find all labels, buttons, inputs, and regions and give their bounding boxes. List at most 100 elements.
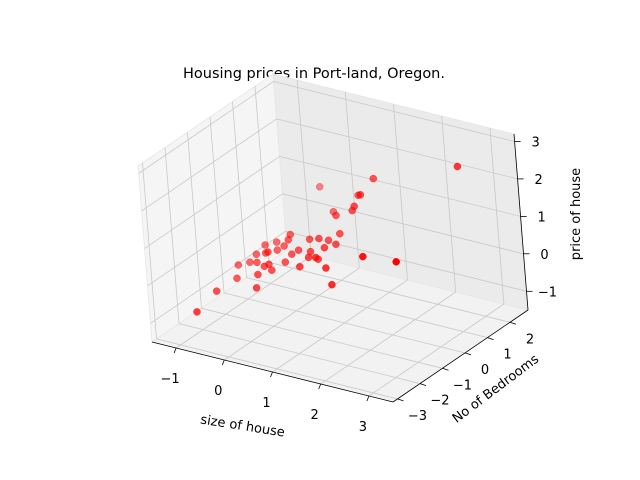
data-point <box>315 183 324 191</box>
data-point <box>246 258 254 266</box>
z-tick-label: 0 <box>540 248 548 263</box>
z-tick-label: 2 <box>534 173 542 188</box>
data-point <box>272 238 281 246</box>
data-point <box>284 236 293 244</box>
grid-lines <box>138 79 527 400</box>
data-point <box>328 280 336 289</box>
data-point <box>350 202 358 211</box>
x-tick-mark <box>318 383 322 390</box>
data-point <box>261 241 269 249</box>
data-point <box>264 248 272 256</box>
data-point <box>322 264 330 272</box>
data-point <box>332 240 340 249</box>
grid-line-y <box>209 116 225 293</box>
y-tick-mark <box>509 321 517 325</box>
grid-line-x <box>224 267 360 361</box>
data-point <box>280 242 288 250</box>
data-point <box>453 162 462 171</box>
y-tick-label: −2 <box>430 394 449 409</box>
data-point <box>359 252 367 261</box>
data-point <box>324 236 333 245</box>
y-axis-line <box>392 309 529 403</box>
data-point <box>315 234 323 243</box>
chart-title: Housing prices in Port-land, Oregon. <box>183 66 445 82</box>
grid-line-y <box>178 323 421 384</box>
grid-line-x <box>393 103 408 281</box>
x-axis-label: size of house <box>199 412 286 440</box>
grid-line-y <box>142 162 157 339</box>
y-tick-label: 2 <box>526 332 534 347</box>
data-point <box>288 250 296 258</box>
y-tick-label: −3 <box>408 409 427 424</box>
x-tick-mark <box>173 347 177 354</box>
grid-line-x <box>320 291 456 385</box>
grid-line-y <box>246 277 488 338</box>
y-tick-mark <box>442 367 449 371</box>
data-point <box>336 229 344 238</box>
data-point <box>304 253 313 262</box>
grid-line-x <box>489 127 505 305</box>
z-tick-label: 1 <box>537 210 545 225</box>
data-point <box>305 235 314 244</box>
y-tick-mark <box>464 352 472 356</box>
grid-line-y <box>156 338 398 400</box>
data-point <box>193 308 201 316</box>
grid-line-x <box>296 79 312 257</box>
grid-line-x <box>368 303 505 397</box>
data-point <box>273 246 282 254</box>
data-points <box>193 162 462 316</box>
data-point <box>281 258 290 266</box>
grid-line-z <box>138 81 274 174</box>
data-point <box>311 253 320 262</box>
z-axis-label: price of house <box>569 168 584 260</box>
data-point <box>253 258 261 267</box>
axis-lines <box>151 133 533 403</box>
grid-line-z <box>273 81 515 142</box>
data-point <box>252 250 261 259</box>
data-point <box>252 284 261 292</box>
y-tick-label: −1 <box>453 378 472 393</box>
data-point <box>332 211 340 220</box>
data-point <box>392 258 400 266</box>
data-point <box>369 174 378 183</box>
grid-line-y <box>254 86 270 263</box>
x-tick-mark <box>366 395 370 402</box>
x-tick-mark <box>221 359 225 366</box>
x-tick-label: 3 <box>359 420 367 435</box>
data-point <box>233 274 241 283</box>
data-point <box>320 243 329 252</box>
grid-line-y <box>201 307 443 369</box>
grid-line-x <box>441 115 457 293</box>
y-tick-label: 0 <box>481 363 489 378</box>
data-point <box>212 287 221 295</box>
x-tick-label: 1 <box>262 396 270 411</box>
grid-line-z <box>147 193 283 287</box>
data-point <box>268 266 276 274</box>
grid-line-z <box>141 118 277 212</box>
x-tick-label: −1 <box>161 372 180 387</box>
y-tick-mark <box>397 398 404 402</box>
grid-line-z <box>276 118 518 180</box>
data-point <box>296 262 304 271</box>
data-point <box>294 246 303 254</box>
y-tick-mark <box>487 337 494 340</box>
x-tick-label: 0 <box>214 384 222 399</box>
data-point <box>234 261 243 269</box>
grid-line-y <box>232 101 247 278</box>
grid-line-z <box>282 193 524 255</box>
grid-line-x <box>344 91 360 269</box>
z-axis-line <box>513 133 529 311</box>
grid-line-y <box>223 292 466 354</box>
data-point <box>265 260 273 269</box>
x-tick-label: 2 <box>311 408 319 423</box>
grid-line-y <box>187 132 202 309</box>
grid-line-x <box>272 279 408 373</box>
grid-line-z <box>144 156 280 249</box>
z-tick-label: −1 <box>538 285 557 300</box>
data-point <box>356 191 365 199</box>
data-point <box>254 270 262 279</box>
grid-line-x <box>175 255 312 349</box>
z-tick-label: 3 <box>531 136 539 151</box>
